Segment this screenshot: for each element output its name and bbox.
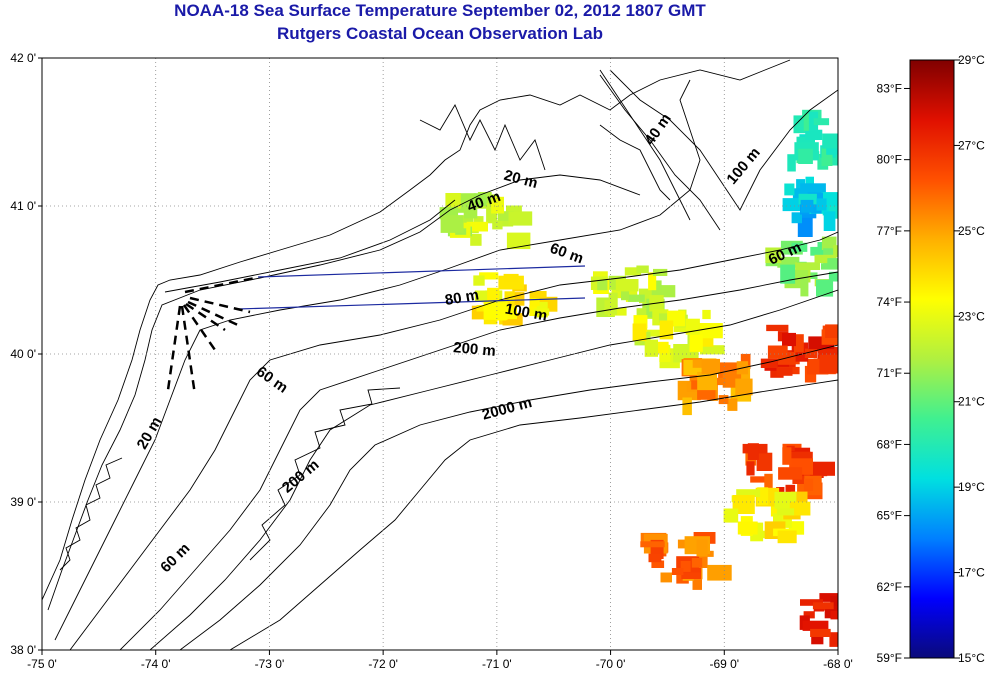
- contour-label: 200 m: [279, 456, 323, 496]
- colorbar-gradient: [909, 59, 955, 659]
- fahrenheit-label: 77°F: [877, 224, 902, 238]
- celsius-label: 15°C: [958, 651, 985, 665]
- glider-transects: [237, 265, 586, 310]
- fahrenheit-label: 83°F: [877, 81, 902, 95]
- long-island-south: [164, 199, 456, 293]
- coast-jaggies: [419, 104, 546, 171]
- coastline: [42, 59, 791, 601]
- lon-tick-label: -75 0': [27, 657, 57, 671]
- map-subtitle: Rutgers Coastal Ocean Observation Lab: [277, 24, 603, 43]
- contour-label: 40 m: [641, 111, 675, 149]
- fahrenheit-label: 59°F: [877, 651, 902, 665]
- celsius-label: 23°C: [958, 309, 985, 323]
- contour-label: 60 m: [253, 363, 291, 397]
- map-title: NOAA-18 Sea Surface Temperature Septembe…: [174, 1, 706, 20]
- celsius-label: 19°C: [958, 480, 985, 494]
- sst-patch: [799, 593, 838, 647]
- bathymetry-contours: [42, 59, 838, 650]
- contour-60m: [69, 231, 838, 650]
- contour-40m-b: [599, 69, 691, 221]
- transect-north: [257, 265, 586, 278]
- contour-200m: [179, 344, 838, 650]
- sst-patch: [742, 443, 835, 500]
- dashed-spokes: [166, 276, 256, 396]
- celsius-label: 29°C: [958, 53, 985, 67]
- contour-100m-b: [609, 69, 838, 211]
- sst-patch: [471, 272, 558, 326]
- lon-tick-label: -74 0': [141, 657, 171, 671]
- canyon-wiggles: [249, 387, 401, 561]
- lon-tick-label: -69 0': [709, 657, 739, 671]
- sst-patch: [632, 309, 725, 369]
- lat-tick-label: 40 0': [10, 347, 36, 361]
- fahrenheit-label: 68°F: [877, 437, 902, 451]
- contour-label: 100 m: [723, 144, 763, 188]
- sst-patch: [787, 109, 838, 172]
- transect-south: [237, 297, 586, 310]
- lat-tick-label: 38 0': [10, 643, 36, 657]
- contour-100m: [149, 289, 838, 650]
- fahrenheit-label: 71°F: [877, 366, 902, 380]
- sst-patch: [765, 236, 838, 297]
- cape-cod: [599, 124, 671, 201]
- contour-label: 20 m: [134, 414, 166, 452]
- sst-patch: [640, 532, 732, 590]
- sst-patch: [723, 487, 811, 544]
- contour-label: 60 m: [157, 540, 193, 576]
- contour-80m: [119, 271, 838, 650]
- contour-label: 200 m: [453, 339, 497, 360]
- contour-label: 20 m: [502, 167, 539, 192]
- lon-tick-label: -73 0': [255, 657, 285, 671]
- sst-patch: [439, 192, 533, 250]
- celsius-label: 21°C: [958, 395, 985, 409]
- lon-tick-label: -71 0': [482, 657, 512, 671]
- lat-tick-label: 41 0': [10, 199, 36, 213]
- lon-tick-label: -70 0': [596, 657, 626, 671]
- shelf-islands: [59, 457, 123, 571]
- contour-60m-b: [599, 74, 721, 231]
- contour-label: 60 m: [548, 240, 586, 268]
- contour-label: 2000 m: [480, 394, 534, 424]
- sst-patch: [677, 353, 753, 416]
- contour-40m: [54, 79, 701, 641]
- lat-tick-label: 39 0': [10, 495, 36, 509]
- colorbar: 83°F 80°F 77°F 74°F 71°F 68°F 65°F 62°F 59°F 29°C…: [877, 53, 986, 665]
- contour-label: 80 m: [444, 286, 481, 309]
- contour-2000m: [229, 379, 838, 650]
- celsius-label: 17°C: [958, 566, 985, 580]
- lon-tick-label: -72 0': [368, 657, 398, 671]
- fahrenheit-label: 65°F: [877, 509, 902, 523]
- fahrenheit-label: 74°F: [877, 295, 902, 309]
- celsius-label: 27°C: [958, 138, 985, 152]
- map-axes: -75 0' -74 0' -73 0' -72 0' -71 0' -70 0' -69 …: [10, 51, 852, 671]
- celsius-label: 25°C: [958, 224, 985, 238]
- sst-patch: [782, 176, 838, 237]
- sst-imagery: [439, 109, 838, 647]
- grid-lines: [42, 58, 838, 650]
- contour-20m: [47, 174, 641, 611]
- lon-tick-label: -68 0': [823, 657, 853, 671]
- fahrenheit-label: 62°F: [877, 580, 902, 594]
- fahrenheit-label: 80°F: [877, 153, 902, 167]
- lat-tick-label: 42 0': [10, 51, 36, 65]
